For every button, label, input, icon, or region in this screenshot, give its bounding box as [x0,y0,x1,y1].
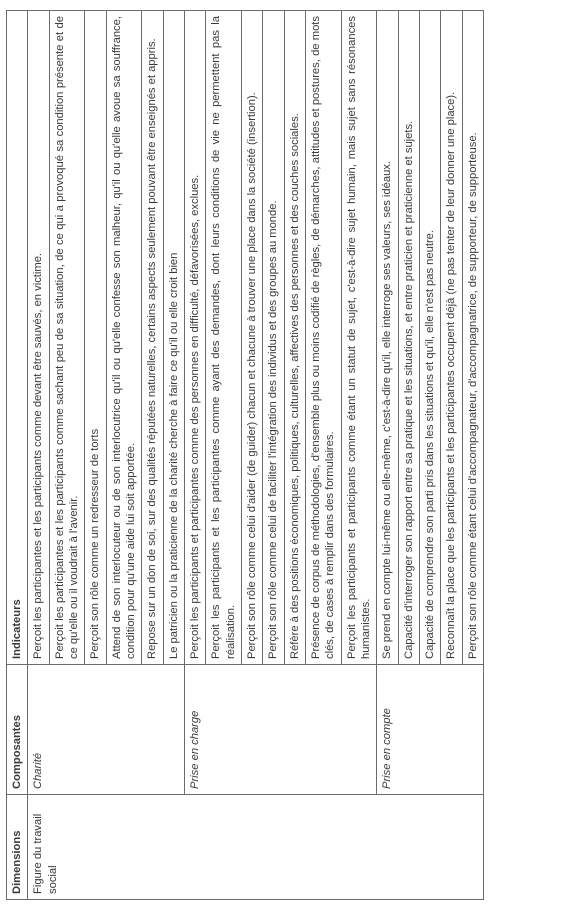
rotated-page: Dimensions Composantes Indicateurs Figur… [0,323,587,910]
indicateur-cell: Perçoit les participants et les particip… [206,11,242,665]
indicateur-cell: Présence de corpus de méthodologies, d'e… [305,11,341,665]
table-row: Prise en compte Se prend en compte lui-m… [377,11,398,900]
indicateur-cell: Perçoit les participantes et les partici… [28,11,49,665]
table-row: Prise en charge Perçoit les participants… [184,11,205,900]
header-row: Dimensions Composantes Indicateurs [7,11,28,900]
indicateur-cell: Le patricien ou la praticienne de la cha… [163,11,184,665]
indicateur-cell: Perçoit son rôle comme étant celui d'acc… [462,11,483,665]
composante-cell: Prise en charge [184,665,376,795]
indicateur-cell: Perçoit les participantes et les partici… [49,11,85,665]
indicateur-cell: Perçoit son rôle comme celui de facilite… [263,11,284,665]
table-row: Figure du travail social Charité Perçoit… [28,11,49,900]
indicateur-cell: Perçoit les participants et participants… [341,11,377,665]
indicateur-cell: Repose sur un don de soi, sur des qualit… [142,11,163,665]
indicateur-cell: Reconnaît la place que les participants … [441,11,462,665]
header-composantes: Composantes [7,665,28,795]
indicateur-cell: Capacité de comprendre son parti pris da… [419,11,440,665]
indicateur-cell: Perçoit son rôle comme un redresseur de … [85,11,106,665]
composante-cell: Prise en compte [377,665,484,795]
indicateur-cell: Réfère à des positions économiques, poli… [284,11,305,665]
indicateur-cell: Attend de son interlocuteur ou de son in… [106,11,142,665]
header-dimensions: Dimensions [7,795,28,900]
composante-cell: Charité [28,665,185,795]
indicateur-cell: Perçoit les participants et participante… [184,11,205,665]
dimension-cell: Figure du travail social [28,795,484,900]
main-table: Dimensions Composantes Indicateurs Figur… [6,10,484,900]
indicateur-cell: Se prend en compte lui-même ou elle-même… [377,11,398,665]
indicateur-cell: Capacité d'interroger son rapport entre … [398,11,419,665]
table-wrapper: Dimensions Composantes Indicateurs Figur… [0,0,587,910]
indicateur-cell: Perçoit son rôle comme celui d'aider (de… [241,11,262,665]
header-indicateurs: Indicateurs [7,11,28,665]
